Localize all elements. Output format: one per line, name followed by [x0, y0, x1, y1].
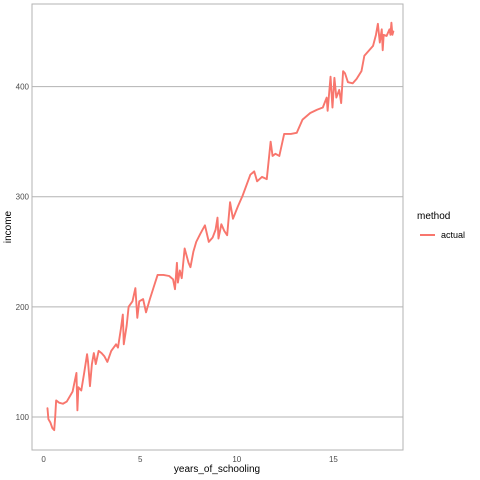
x-tick-label: 15: [329, 455, 338, 464]
series-line-actual: [46, 21, 395, 432]
legend: method actual: [417, 211, 465, 240]
gridlines: [32, 86, 403, 418]
x-axis-title: years_of_schooling: [174, 464, 260, 475]
y-tick-label: 300: [16, 193, 30, 202]
x-tick-label: 0: [41, 455, 46, 464]
y-tick-label: 400: [16, 83, 30, 92]
x-tick-label: 5: [138, 455, 143, 464]
series-layer: [46, 21, 395, 432]
x-tick-label: 10: [232, 455, 241, 464]
y-axis-title: income: [3, 210, 14, 243]
legend-title: method: [417, 211, 450, 222]
y-tick-label: 200: [16, 303, 30, 312]
y-tick-label: 100: [16, 413, 30, 422]
y-axis: 100 200 300 400: [16, 83, 30, 422]
plot-panel: [31, 3, 404, 451]
legend-label-actual: actual: [441, 230, 465, 240]
x-axis: 0 5 10 15: [41, 455, 338, 464]
legend-items: actual: [420, 230, 465, 240]
